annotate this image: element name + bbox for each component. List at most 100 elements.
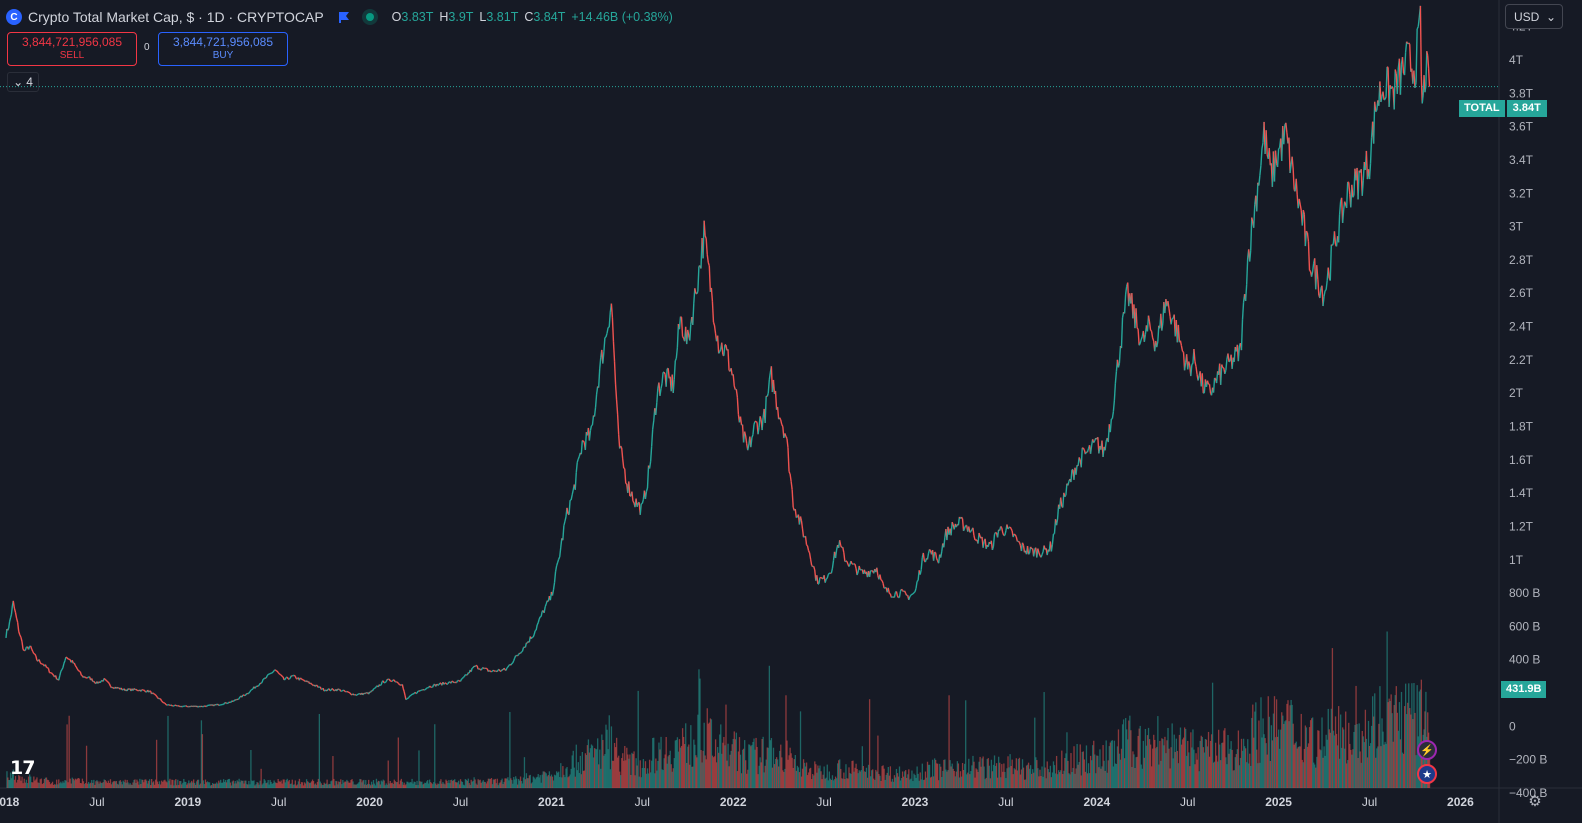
price-candle [78,670,81,673]
volume-bar [1138,728,1140,788]
gear-icon[interactable]: ⚙ [1528,793,1542,810]
volume-bar [268,784,270,788]
volume-bar [67,782,69,788]
currency-select[interactable]: USD ⌄ [1505,4,1563,29]
price-candle [194,705,196,708]
flag-icon[interactable] [338,11,350,24]
volume-bar [734,739,736,788]
price-candle [1283,125,1286,145]
volume-bar [1301,759,1303,788]
tradingview-logo[interactable]: 17 [10,757,35,779]
bolt-icon[interactable]: ⚡ [1417,740,1437,760]
price-candle [1104,441,1107,451]
volume-bar [218,780,220,788]
us-flag-icon[interactable]: ★ [1417,764,1437,784]
volume-bar [859,771,861,788]
volume-bar [129,782,131,788]
volume-bar [122,780,124,788]
volume-bar [172,779,174,788]
price-candle [556,559,560,563]
volume-bar [520,781,523,788]
volume-bar [648,759,651,788]
volume-bar [547,775,549,788]
price-candle [660,383,663,389]
price-candle [408,695,411,698]
volume-bar [1219,744,1221,788]
volume-bar [813,775,815,788]
price-candle [378,684,381,687]
volume-bar [254,785,256,788]
volume-bar [527,778,530,788]
volume-bar [1309,720,1312,788]
volume-bar [271,783,273,788]
volume-bar [120,781,122,788]
volume-bar [354,784,356,788]
price-candle [908,596,911,601]
volume-bar [983,766,985,788]
volume-bar [303,782,306,788]
volume-bar [820,771,822,788]
volume-bar [1145,745,1148,788]
price-candle [1302,209,1305,215]
volume-bar [1195,753,1197,788]
volume-bar [1196,759,1198,788]
volume-bar [133,779,135,788]
volume-bar [112,781,115,788]
price-candle [951,521,954,525]
price-candle [755,420,758,423]
volume-bar [82,781,85,788]
volume-bar [232,780,234,788]
volume-bar [249,784,251,788]
volume-bar [1096,755,1098,788]
price-candle [1382,91,1385,100]
price-candle [850,560,853,564]
volume-bar [600,768,602,788]
volume-bar [579,755,581,788]
price-candle [1295,178,1298,195]
price-candle [271,671,274,674]
volume-bar [374,785,377,788]
volume-bar [489,778,492,788]
volume-bar [98,783,100,788]
price-candle [1343,201,1347,205]
volume-bar [846,778,848,788]
volume-bar [1383,744,1385,788]
volume-bar [66,724,68,788]
price-candle [1385,66,1388,97]
price-candle [704,235,707,239]
x-tick-label: 2024 [1083,795,1110,809]
price-candle [429,685,432,688]
sell-button[interactable]: 3,844,721,956,085 SELL [7,32,137,66]
volume-bar [1132,751,1134,788]
volume-bar [623,760,625,788]
market-status-icon[interactable] [361,9,378,25]
volume-bar [663,758,665,788]
price-candle [155,694,158,697]
price-candle [1123,294,1127,314]
volume-bar [598,764,600,788]
volume-bar [639,760,641,788]
volume-bar [359,778,361,788]
volume-bar [1341,747,1343,788]
price-candle [1278,147,1281,150]
volume-bar [713,756,716,788]
volume-bar [411,778,413,788]
symbol-title[interactable]: Crypto Total Market Cap, $ · 1D · CRYPTO… [28,9,324,25]
volume-bar [762,736,764,788]
price-candle [1018,541,1022,546]
indicators-collapse-button[interactable]: ⌄ 4 [7,72,39,92]
price-candle [326,688,329,692]
volume-bar [1040,776,1042,788]
price-candle [503,667,506,670]
volume-bar [761,738,763,788]
price-candle [694,288,697,294]
volume-bar [746,773,748,788]
volume-bar [493,779,496,788]
price-candle [848,564,851,567]
buy-button[interactable]: 3,844,721,956,085 BUY [158,32,288,66]
volume-bar [1266,754,1268,788]
volume-bar [1271,740,1274,788]
volume-bar [550,774,553,788]
volume-bar [732,738,734,788]
